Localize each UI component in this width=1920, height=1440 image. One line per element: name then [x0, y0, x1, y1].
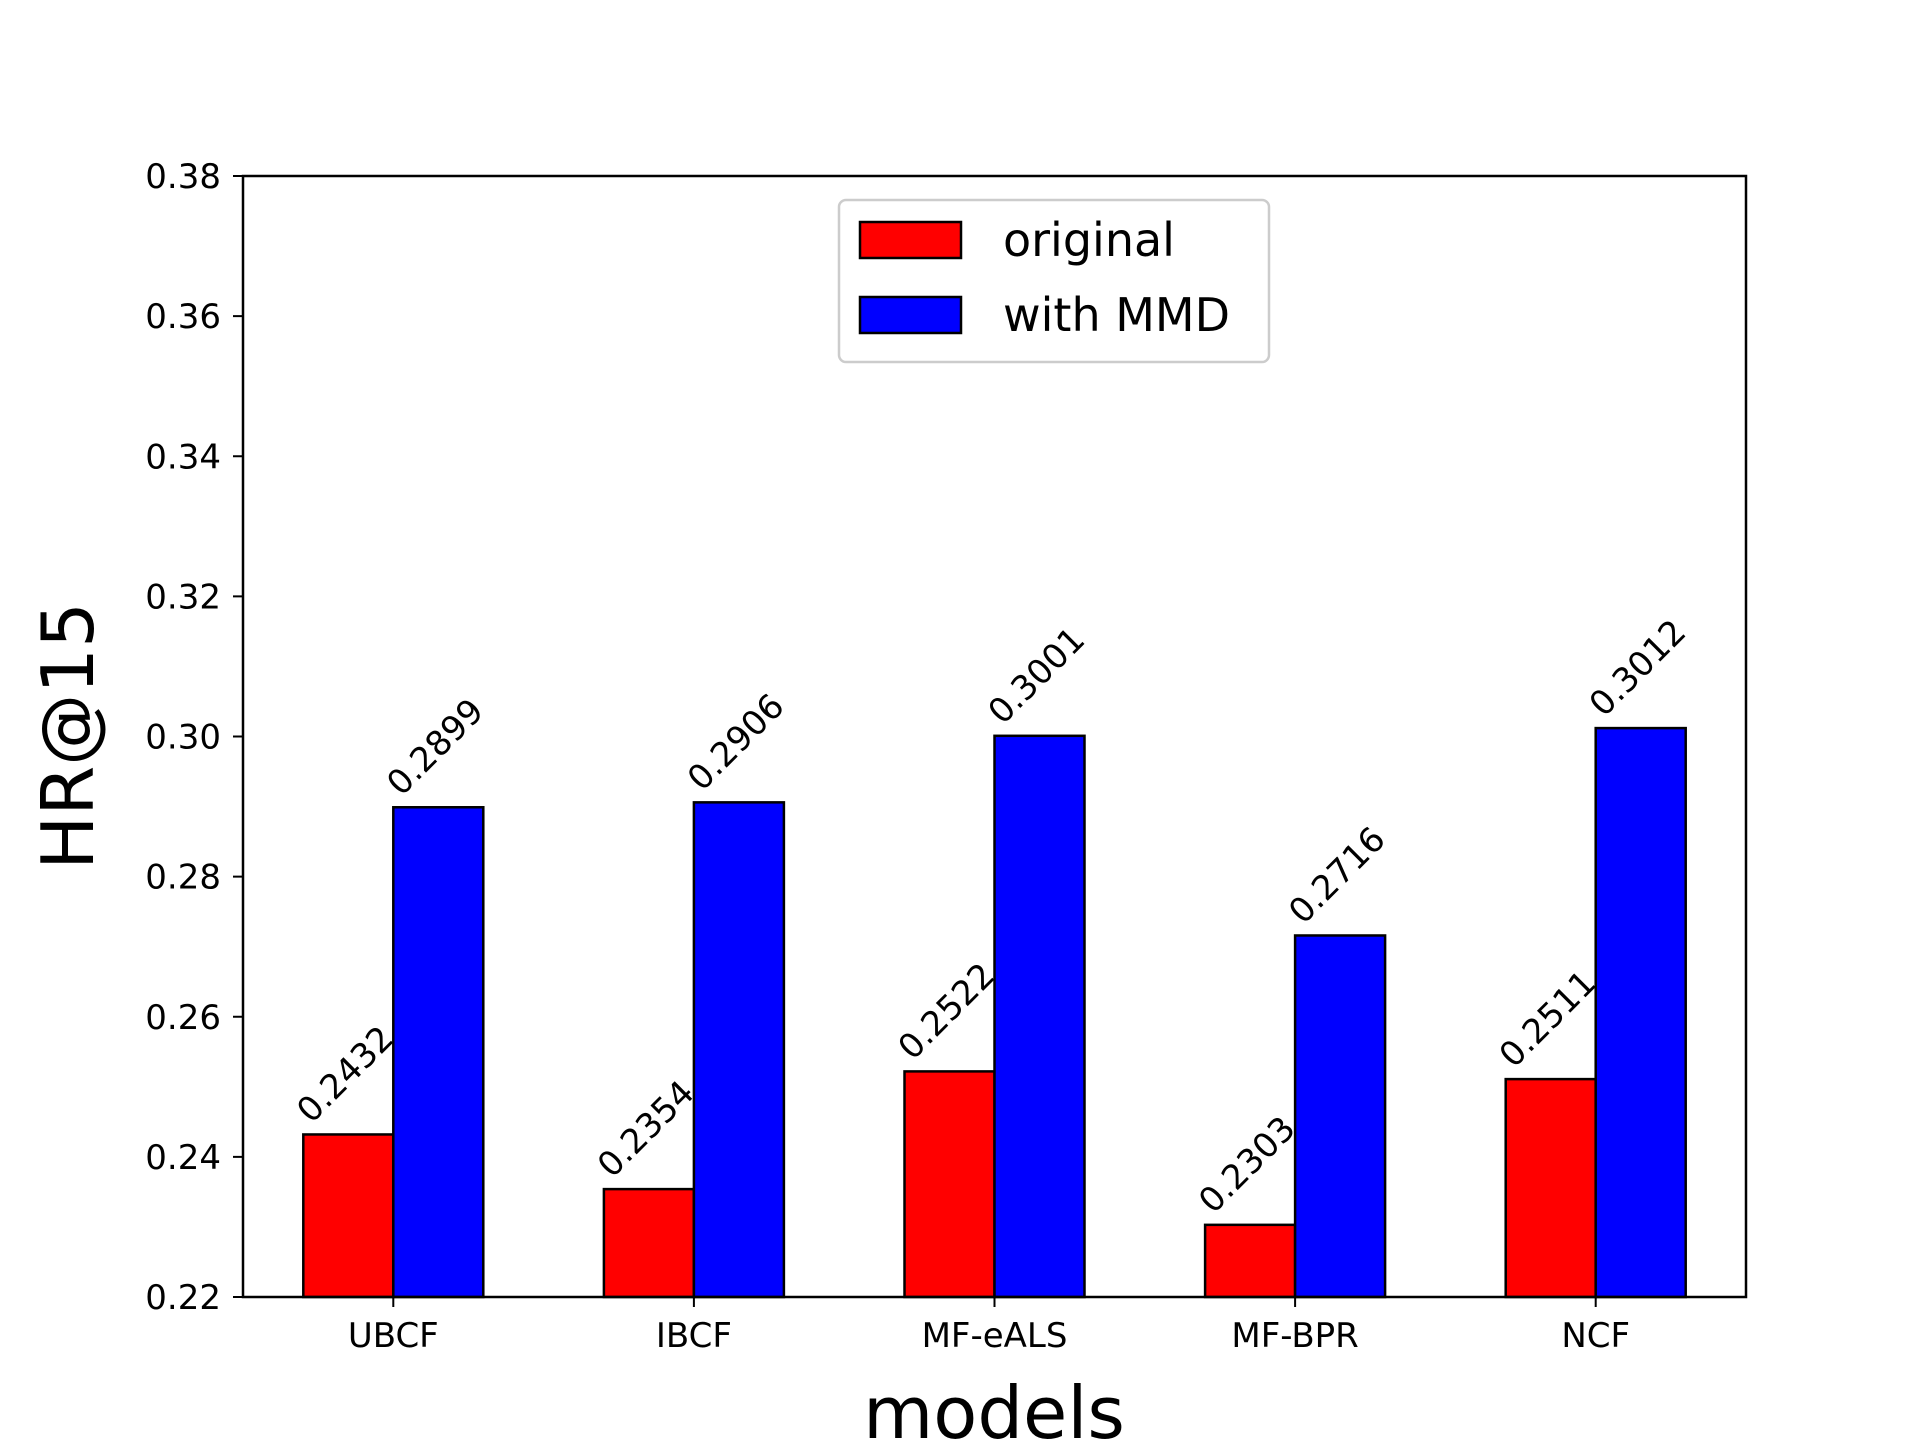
- legend: original with MMD: [837, 198, 1271, 364]
- y-axis-ticks: 0.22 0.24 0.26 0.28 0.30 0.32 0.34 0.36 0.38: [145, 157, 243, 1318]
- y-tick-label: 0.22: [145, 1278, 221, 1318]
- y-tick-label: 0.24: [145, 1138, 221, 1178]
- x-axis-title: models: [863, 1371, 1125, 1440]
- y-tick-label: 0.28: [145, 858, 221, 898]
- x-tick-label: MF-eALS: [922, 1316, 1068, 1356]
- y-tick-label: 0.32: [145, 577, 221, 617]
- bar-original-mf-eals: [903, 1070, 996, 1299]
- x-tick-label: MF-BPR: [1231, 1316, 1358, 1356]
- legend-swatch-original: [858, 220, 963, 260]
- y-tick-label: 0.36: [145, 297, 221, 337]
- y-tick-label: 0.34: [145, 437, 221, 477]
- bar-with-mmd-mf-eals: [993, 734, 1086, 1299]
- x-tick-label: IBCF: [656, 1316, 732, 1356]
- bar-original-ncf: [1504, 1077, 1597, 1299]
- bar-original-mf-bpr: [1203, 1223, 1297, 1299]
- x-tick-label: NCF: [1561, 1316, 1630, 1356]
- bar-with-mmd-ibcf: [692, 801, 786, 1299]
- bar-original-ubcf: [302, 1133, 395, 1299]
- x-tick-label: UBCF: [348, 1316, 439, 1356]
- y-tick-label: 0.38: [145, 157, 221, 197]
- y-tick-label: 0.30: [145, 718, 221, 758]
- plot-frame: [241, 174, 1748, 1299]
- legend-label-original: original: [1003, 213, 1175, 267]
- x-axis-ticks: UBCF IBCF MF-eALS MF-BPR NCF: [348, 1297, 1630, 1356]
- y-tick-label: 0.26: [145, 998, 221, 1038]
- bars-group: [302, 726, 1687, 1299]
- bar-with-mmd-ubcf: [392, 806, 485, 1299]
- bar-with-mmd-mf-bpr: [1293, 934, 1387, 1299]
- bar-with-mmd-ncf: [1594, 726, 1687, 1299]
- legend-label-with-mmd: with MMD: [1003, 288, 1230, 342]
- y-axis-title: HR@15: [26, 602, 110, 870]
- bar-original-ibcf: [602, 1187, 696, 1299]
- legend-swatch-with-mmd: [858, 295, 963, 335]
